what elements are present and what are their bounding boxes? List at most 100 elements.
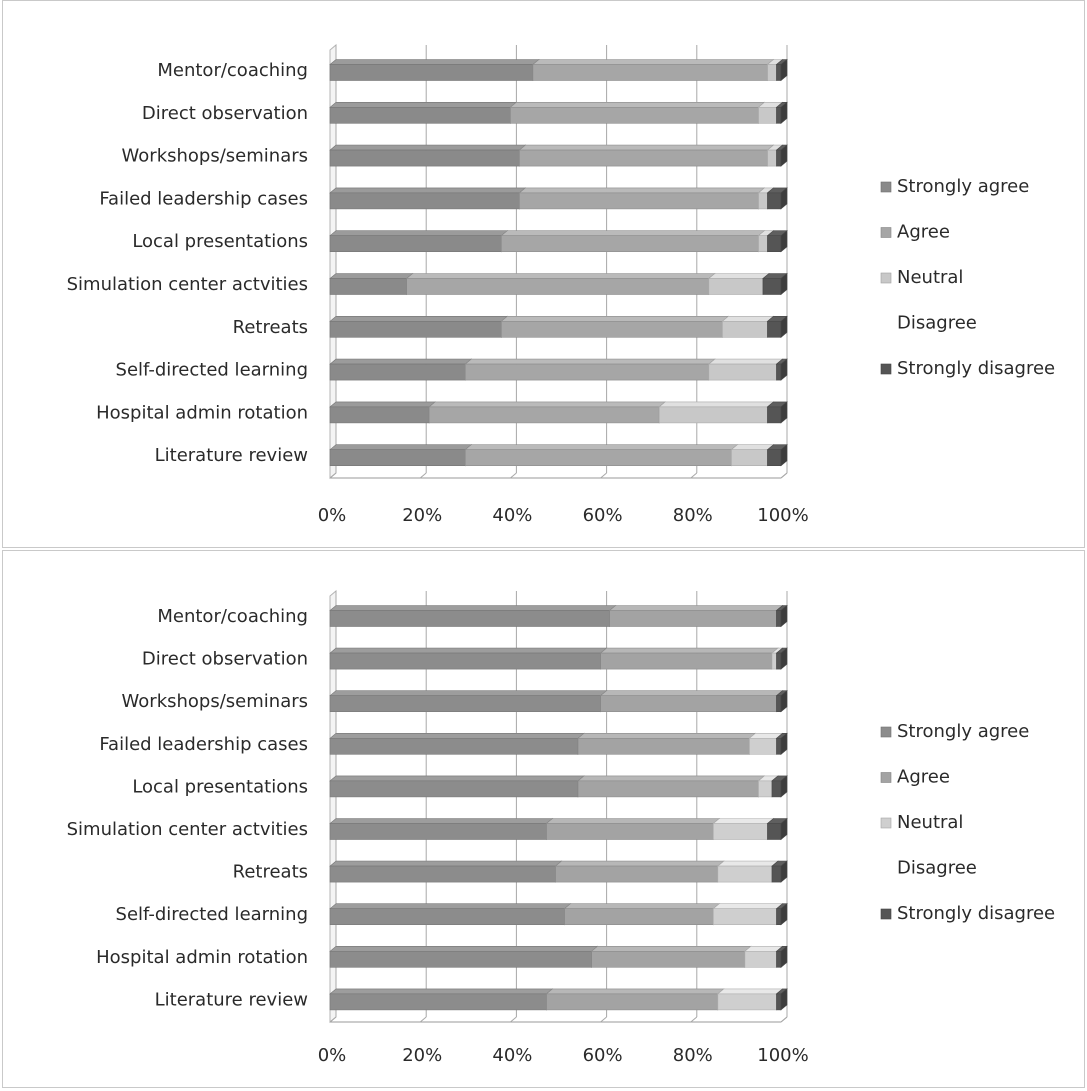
bar-segment (600, 695, 777, 712)
bar-side-face (780, 604, 788, 628)
bar-segment (776, 363, 782, 381)
bar-side-face (780, 690, 788, 713)
bar-top-face (563, 903, 721, 910)
bar-top-face (329, 102, 518, 108)
y-category-label: Mentor/coaching (157, 60, 308, 81)
bar-segment (564, 908, 714, 926)
y-category-label: Workshops/seminars (122, 146, 308, 167)
bar-segment (519, 192, 759, 210)
bar-segment (406, 278, 710, 295)
bar-segment (776, 993, 782, 1011)
bar-top-face (721, 315, 775, 322)
bar-segment (758, 107, 777, 124)
bar-top-face (405, 273, 716, 279)
bar-side-face (780, 401, 788, 424)
gridline-floor (510, 1016, 517, 1023)
bar-top-face (658, 401, 775, 408)
bar-segment (609, 610, 777, 627)
bar-group (329, 647, 788, 670)
bar-segment (501, 235, 759, 252)
bar-segment (329, 278, 407, 295)
gridline-floor (780, 472, 788, 479)
bar-top-face (329, 733, 585, 739)
bar-top-face (708, 273, 770, 279)
bar-top-face (599, 690, 784, 696)
bar-group (329, 817, 788, 841)
bar-segment (713, 823, 768, 840)
y-category-label: Failed leadership cases (99, 188, 308, 209)
y-category-label: Hospital admin rotation (96, 402, 308, 423)
bar-top-face (464, 358, 716, 365)
bar-segment (731, 449, 768, 467)
bar-side-face (780, 860, 788, 883)
legend-swatch (880, 817, 892, 829)
y-category-label: Literature review (155, 445, 308, 466)
x-tick-label: 0% (318, 1045, 347, 1066)
bar-group (329, 315, 788, 338)
bar-top-face (329, 647, 608, 654)
bar-top-face (577, 733, 757, 739)
bar-segment (767, 406, 782, 424)
bar-segment (767, 235, 782, 252)
gridline-floor (419, 472, 427, 479)
bar-top-face (577, 775, 766, 782)
bar-segment (749, 738, 777, 755)
bar-segment (329, 950, 592, 968)
bar-segment (464, 449, 732, 467)
gridline-floor (600, 472, 607, 479)
bar-side-face (780, 903, 788, 926)
legend-swatch (880, 908, 892, 920)
bar-segment (776, 107, 782, 124)
bar-segment (658, 406, 768, 424)
y-category-label: Literature review (155, 989, 308, 1010)
bar-segment (510, 107, 759, 124)
x-tick-label: 20% (402, 505, 442, 526)
bar-side-face (780, 817, 788, 841)
y-category-label: Local presentations (132, 231, 308, 252)
y-category-label: Self-directed learning (116, 904, 308, 925)
bar-group (329, 732, 788, 755)
bar-group (329, 604, 788, 628)
legend-swatch (880, 726, 892, 738)
bar-top-face (712, 903, 784, 910)
bar-segment (776, 695, 782, 712)
bar-segment (329, 738, 579, 755)
gridline-floor (600, 1016, 607, 1023)
bar-segment (329, 449, 466, 467)
bar-side-face (780, 230, 788, 253)
bar-segment (767, 64, 777, 81)
bar-side-face (780, 315, 788, 338)
x-tick-label: 80% (673, 1045, 713, 1066)
bar-segment (329, 823, 547, 840)
bar-top-face (545, 988, 725, 995)
x-tick-label: 40% (492, 505, 532, 526)
bar-segment (577, 780, 759, 798)
bar-side-face (780, 144, 788, 167)
bar-top-face (518, 187, 766, 194)
bar-top-face (329, 605, 617, 611)
bar-segment (329, 610, 610, 627)
bar-side-face (780, 775, 788, 798)
bar-side-face (780, 988, 788, 1011)
gridline-floor (690, 472, 698, 479)
bar-segment (577, 738, 750, 755)
bar-segment (722, 320, 768, 338)
bar-segment (546, 823, 714, 840)
bar-segment (501, 320, 723, 338)
bar-segment (758, 192, 768, 210)
gridline-floor (329, 1016, 337, 1023)
x-tick-label: 0% (318, 505, 347, 526)
bar-segment (776, 64, 782, 81)
bar-group (329, 144, 788, 167)
bar-segment (767, 823, 782, 840)
bar-segment (767, 149, 777, 167)
bar-top-face (708, 358, 784, 365)
bar-group (329, 401, 788, 424)
chart-panel-top: 0% 20% 40% 60% 80% 100% Mentor/coaching Direct … (2, 0, 1085, 548)
y-category-label: Self-directed learning (116, 360, 308, 381)
bar-top-face (329, 144, 527, 151)
bar-side-face (780, 58, 788, 82)
bar-segment (329, 908, 565, 926)
bar-top-face (518, 144, 775, 151)
bar-group (329, 230, 788, 253)
